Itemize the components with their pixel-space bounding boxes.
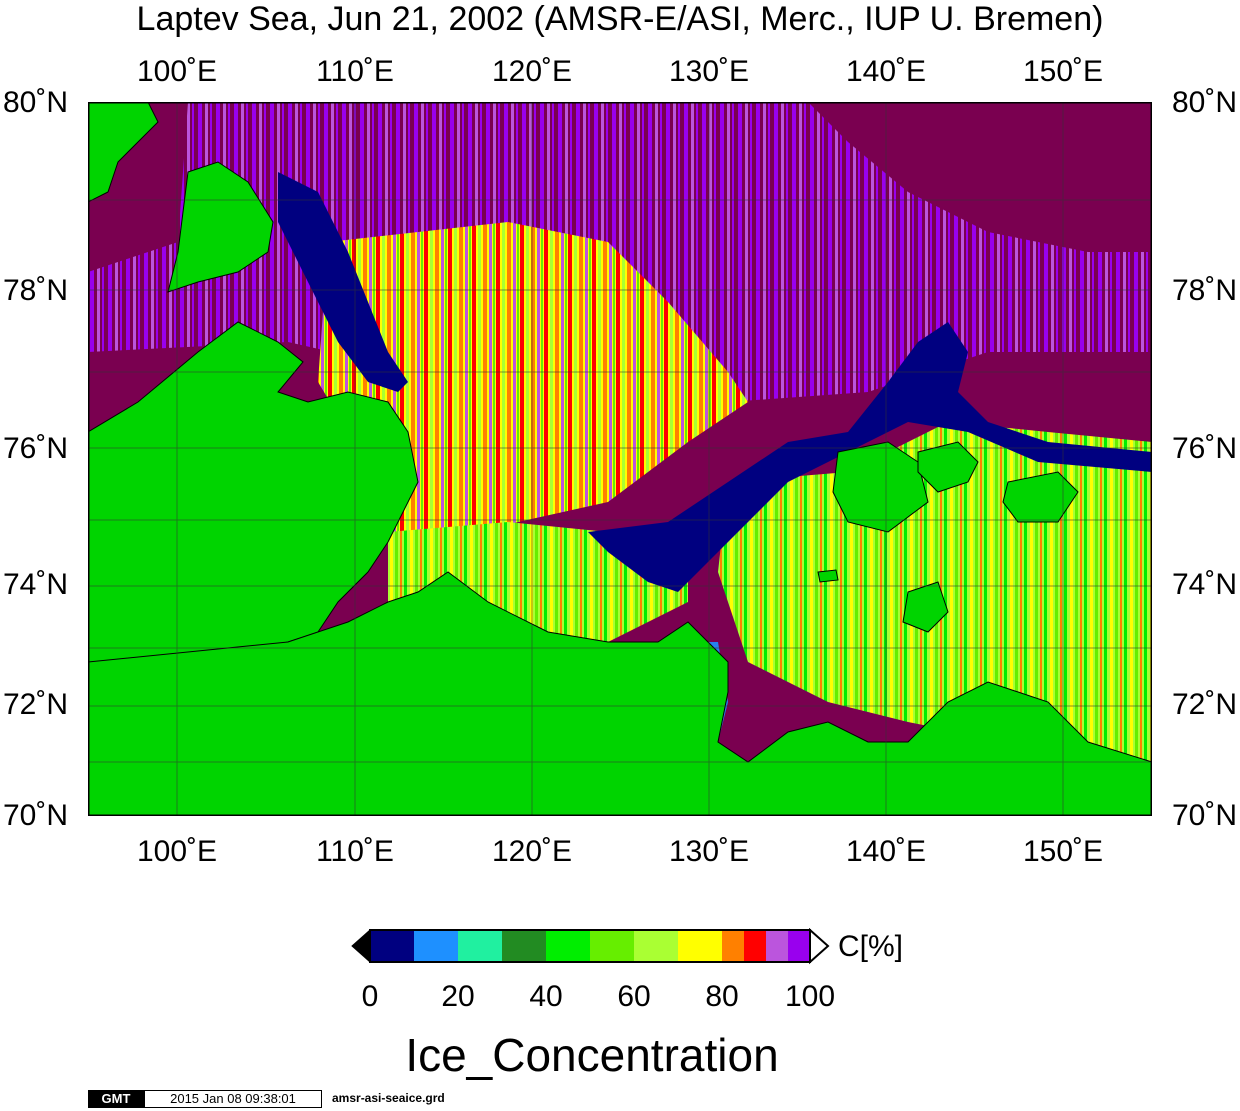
lon-label-top-120: 120˚E xyxy=(491,55,573,88)
lon-label-top-100: 100˚E xyxy=(136,55,218,88)
lon-label-top-140: 140˚E xyxy=(845,55,927,88)
colorbar-cell-2 xyxy=(458,930,502,962)
mixed-ice-zone xyxy=(318,222,748,542)
lat-label-left-70: 70˚N xyxy=(2,799,68,832)
colorbar-cell-9 xyxy=(744,930,766,962)
lat-label-left-72: 72˚N xyxy=(2,688,68,721)
colorbar-cell-10 xyxy=(766,930,788,962)
colorbar-tick-100: 100 xyxy=(784,980,836,1013)
filename-label: amsr-asi-seaice.grd xyxy=(332,1091,445,1105)
colorbar-cell-11 xyxy=(788,930,810,962)
colorbar-tick-20: 20 xyxy=(441,980,475,1013)
colorbar-cell-4 xyxy=(546,930,590,962)
colorbar-title: Ice_Concentration xyxy=(405,1029,779,1081)
lon-label-bottom-130: 130˚E xyxy=(668,835,750,868)
bennett-island xyxy=(817,569,839,583)
open-water-polynya xyxy=(588,322,1152,592)
gmt-logo: GMT xyxy=(88,1090,144,1108)
colorbar-cell-8 xyxy=(722,930,744,962)
new-siberian-island-kotelny xyxy=(832,441,929,533)
new-siberian-island-novaya-sibir xyxy=(1002,471,1079,523)
colorbar-tick-60: 60 xyxy=(617,980,651,1013)
lat-label-right-70: 70˚N xyxy=(1172,799,1238,832)
lon-label-top-150: 150˚E xyxy=(1022,55,1104,88)
lat-label-right-80: 80˚N xyxy=(1172,86,1238,119)
lon-label-bottom-140: 140˚E xyxy=(845,835,927,868)
colorbar-cell-7 xyxy=(678,930,722,962)
colorbar-cell-1 xyxy=(414,930,458,962)
colorbar-unit: C[%] xyxy=(838,930,904,963)
lon-label-top-110: 110˚E xyxy=(316,55,394,88)
colorbar-frame xyxy=(369,929,811,963)
lat-label-left-74: 74˚N xyxy=(2,568,68,601)
graticule xyxy=(88,102,1152,816)
open-water-west xyxy=(278,172,408,392)
lon-label-bottom-100: 100˚E xyxy=(136,835,218,868)
colorbar-tick-0: 0 xyxy=(361,980,379,1013)
map-title: Laptev Sea, Jun 21, 2002 (AMSR-E/ASI, Me… xyxy=(136,0,1104,38)
colorbar-cell-3 xyxy=(502,930,546,962)
colorbar-tick-40: 40 xyxy=(529,980,563,1013)
lat-label-right-72: 72˚N xyxy=(1172,688,1238,721)
colorbar xyxy=(351,928,830,965)
colorbar-cell-6 xyxy=(634,930,678,962)
lat-label-right-78: 78˚N xyxy=(1172,274,1238,307)
map-frame xyxy=(88,102,1152,816)
lon-label-bottom-110: 110˚E xyxy=(316,835,394,868)
lat-label-right-76: 76˚N xyxy=(1172,432,1238,465)
lon-label-bottom-150: 150˚E xyxy=(1022,835,1104,868)
colorbar-min-arrow xyxy=(351,928,371,964)
colorbar-cells xyxy=(370,930,810,962)
colorbar-max-arrow xyxy=(809,928,830,965)
ice-concentration-map xyxy=(88,102,1152,816)
lon-label-top-130: 130˚E xyxy=(668,55,750,88)
lat-label-left-76: 76˚N xyxy=(2,432,68,465)
colorbar-cell-0 xyxy=(370,930,414,962)
new-siberian-island-faddeyevsky xyxy=(917,441,979,493)
lat-label-right-74: 74˚N xyxy=(1172,568,1238,601)
colorbar-tick-80: 80 xyxy=(705,980,739,1013)
colorbar-cell-5 xyxy=(590,930,634,962)
lat-label-left-80: 80˚N xyxy=(2,86,68,119)
timestamp: 2015 Jan 08 09:38:01 xyxy=(144,1090,322,1108)
lat-label-left-78: 78˚N xyxy=(2,274,68,307)
severnaya-zemlya-island xyxy=(167,161,274,293)
lyakhovsky-island xyxy=(902,581,949,633)
lon-label-bottom-120: 120˚E xyxy=(491,835,573,868)
